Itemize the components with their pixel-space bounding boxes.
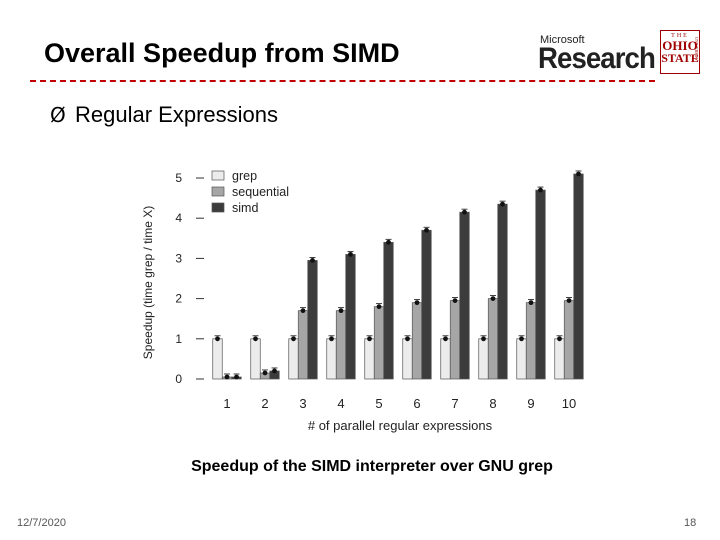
page-number: 18 xyxy=(684,517,697,529)
bar-sequential xyxy=(525,302,537,380)
legend-label-simd: simd xyxy=(232,201,258,215)
data-point-simd xyxy=(386,239,391,245)
x-tick-label: 6 xyxy=(413,396,420,411)
bar-grep xyxy=(326,338,337,380)
x-tick-label: 4 xyxy=(337,396,344,411)
data-point-sequential xyxy=(224,374,230,380)
data-point-sequential xyxy=(528,300,534,306)
bar-sequential xyxy=(411,302,423,380)
legend-swatch-grep xyxy=(211,170,225,181)
data-point-sequential xyxy=(376,304,382,310)
osu-university-text: UNIVERSITY xyxy=(694,37,699,61)
title-divider xyxy=(30,80,655,82)
bar-grep xyxy=(402,338,413,380)
data-point-simd xyxy=(272,368,277,374)
data-point-simd xyxy=(576,171,581,177)
bullet-text: Regular Expressions xyxy=(75,102,278,127)
data-point-sequential xyxy=(300,308,306,314)
y-tick-label: 1 xyxy=(175,332,182,346)
data-point-sequential xyxy=(414,300,420,306)
bar-simd xyxy=(345,254,356,380)
x-tick-label: 1 xyxy=(223,396,230,411)
bar-sequential xyxy=(487,298,499,380)
bar-grep xyxy=(288,338,299,380)
slide-title: Overall Speedup from SIMD xyxy=(44,38,400,68)
x-tick-label: 2 xyxy=(261,396,268,411)
y-tick-label: 5 xyxy=(175,171,182,185)
osu-ohio-text: OHIO xyxy=(662,38,698,53)
data-point-grep xyxy=(557,336,562,342)
data-point-simd xyxy=(500,201,505,207)
data-point-grep xyxy=(519,336,524,342)
microsoft-research-logo: Microsoft Research xyxy=(538,34,656,75)
data-point-sequential xyxy=(338,308,344,314)
bar-grep xyxy=(250,338,261,380)
data-point-sequential xyxy=(566,298,572,304)
bar-grep xyxy=(440,338,451,380)
bar-simd xyxy=(573,173,584,380)
bar-sequential xyxy=(563,300,575,380)
data-point-simd xyxy=(234,374,239,380)
ohio-state-logo: THE OHIO STATE UNIVERSITY xyxy=(660,30,700,74)
bar-simd xyxy=(497,203,508,380)
data-point-simd xyxy=(538,187,543,193)
data-point-simd xyxy=(462,209,467,215)
y-axis-label: Speedup (time grep / time X) xyxy=(141,206,155,359)
bar-simd xyxy=(383,241,394,380)
bullet-arrow-icon: Ø xyxy=(50,103,66,127)
bar-grep xyxy=(516,338,527,380)
data-point-simd xyxy=(310,258,315,263)
data-point-grep xyxy=(215,336,220,342)
x-tick-label: 10 xyxy=(562,396,576,411)
legend-label-sequential: sequential xyxy=(232,185,289,199)
bar-simd xyxy=(459,211,470,380)
osu-the-text: THE xyxy=(671,33,689,39)
bar-sequential xyxy=(335,310,347,380)
data-point-grep xyxy=(405,336,410,342)
y-tick-label: 4 xyxy=(175,211,182,225)
footer-date: 12/7/2020 xyxy=(17,517,66,529)
y-tick-label: 0 xyxy=(175,372,182,386)
microsoft-wordmark: Microsoft xyxy=(540,34,585,46)
y-tick-label: 3 xyxy=(175,251,182,265)
data-point-grep xyxy=(291,336,296,342)
speedup-chart-svg: 0 1 2 3 4 5 Speedup (time grep / time X) 1 2 3 4 5 6… xyxy=(141,169,584,433)
research-wordmark: Research xyxy=(538,42,656,75)
y-tick-label: 2 xyxy=(175,292,182,306)
bar-grep xyxy=(478,338,489,380)
bar-sequential xyxy=(297,310,309,380)
data-point-grep xyxy=(443,336,448,342)
bar-grep xyxy=(364,338,375,380)
data-point-simd xyxy=(424,227,429,233)
data-point-grep xyxy=(367,336,372,342)
bar-sequential xyxy=(449,300,461,380)
legend-swatch-simd xyxy=(211,202,225,213)
bar-grep xyxy=(212,338,223,380)
x-tick-label: 8 xyxy=(489,396,496,411)
x-tick-label: 3 xyxy=(299,396,306,411)
data-point-grep xyxy=(253,336,258,342)
legend-label-grep: grep xyxy=(232,169,257,183)
speedup-chart: 0 1 2 3 4 5 Speedup (time grep / time X) 1 2 3 4 5 6… xyxy=(130,160,600,440)
x-tick-label: 7 xyxy=(451,396,458,411)
data-point-sequential xyxy=(452,298,458,304)
bar-grep xyxy=(554,338,565,380)
osu-state-text: STATE xyxy=(661,51,699,65)
data-point-sequential xyxy=(490,296,496,301)
data-point-grep xyxy=(481,336,486,342)
bar-simd xyxy=(421,229,432,380)
data-point-grep xyxy=(329,336,334,342)
bar-simd xyxy=(535,189,546,380)
data-point-sequential xyxy=(262,370,268,376)
bar-sequential xyxy=(373,306,385,380)
bar-simd xyxy=(307,260,318,380)
chart-caption: Speedup of the SIMD interpreter over GNU… xyxy=(191,458,553,475)
x-tick-label: 5 xyxy=(375,396,382,411)
x-axis-label: # of parallel regular expressions xyxy=(308,418,493,433)
data-point-simd xyxy=(348,251,353,257)
x-tick-label: 9 xyxy=(527,396,534,411)
legend-swatch-sequential xyxy=(211,186,225,197)
